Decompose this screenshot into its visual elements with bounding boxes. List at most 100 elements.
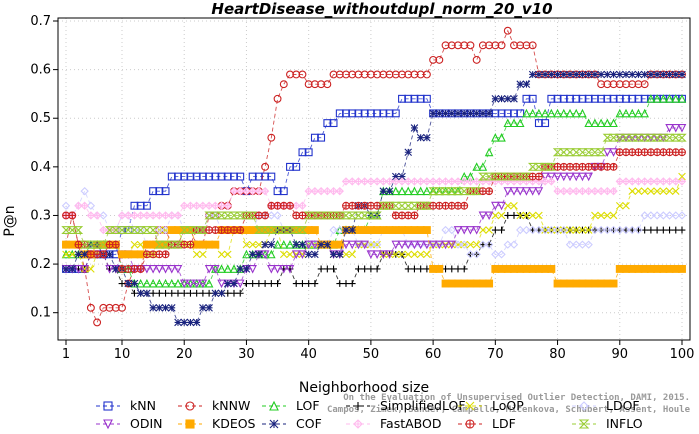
data-point: [578, 70, 587, 79]
data-point: [478, 240, 488, 249]
data-point: [292, 240, 301, 249]
data-point: [354, 240, 363, 250]
data-point: [460, 265, 468, 273]
data-point: [192, 172, 201, 181]
data-point: [628, 187, 637, 195]
data-point: [415, 201, 426, 210]
data-point: [479, 109, 487, 118]
data-point: [118, 280, 126, 287]
data-point: [373, 265, 381, 273]
data-point: [385, 109, 394, 118]
data-point: [453, 226, 463, 235]
plot-frame: [57, 17, 691, 341]
data-point: [584, 94, 593, 103]
data-point: [111, 265, 120, 273]
data-point: [199, 250, 207, 259]
data-point: [180, 318, 189, 327]
data-point: [509, 172, 519, 181]
data-point: [678, 148, 686, 157]
data-point: [298, 250, 307, 259]
x-tick-label: 100: [670, 347, 695, 362]
data-point: [491, 201, 500, 211]
data-point: [98, 240, 109, 249]
data-point: [267, 172, 276, 181]
data-point: [291, 226, 301, 234]
data-point: [615, 94, 624, 103]
data-point: [73, 226, 84, 234]
data-point: [640, 94, 649, 103]
data-point: [484, 240, 494, 249]
data-point: [286, 70, 294, 79]
data-point: [503, 26, 512, 35]
data-point: [671, 124, 681, 133]
data-point: [578, 94, 587, 103]
data-point: [129, 226, 140, 234]
data-point: [647, 70, 655, 79]
data-point: [621, 133, 631, 142]
data-point: [328, 211, 339, 220]
data-point: [584, 118, 593, 128]
data-point: [367, 265, 375, 273]
data-point: [553, 108, 562, 118]
data-point: [665, 94, 674, 103]
data-point: [491, 94, 500, 103]
data-point: [540, 172, 550, 182]
data-point: [198, 172, 207, 181]
data-point: [603, 211, 612, 220]
x-axis: 1 10 20 30 40 50 60 70 80 90 100: [62, 340, 695, 362]
data-point: [224, 289, 232, 297]
data-point: [86, 303, 95, 312]
data-point: [404, 148, 413, 157]
data-point: [429, 109, 437, 118]
data-point: [410, 211, 419, 220]
data-point: [510, 94, 518, 103]
data-point: [627, 133, 637, 142]
data-point: [310, 133, 319, 142]
data-point: [248, 240, 257, 249]
data-point: [540, 108, 550, 118]
data-point: [646, 211, 656, 220]
data-point: [460, 240, 469, 249]
data-point: [354, 109, 363, 118]
data-point: [609, 118, 618, 128]
data-point: [173, 264, 183, 274]
legend-item: LOF: [262, 398, 320, 413]
data-point: [441, 41, 450, 50]
data-point: [298, 201, 307, 210]
data-point: [298, 70, 307, 79]
legend: kNN kNNW LOF SimplifiedLOF LoOP LDOF ODIN KDEOS…: [96, 398, 643, 431]
data-point: [528, 41, 537, 50]
legend-item: ODIN: [96, 416, 163, 431]
data-point: [186, 318, 195, 327]
data-point: [522, 211, 531, 220]
data-point: [366, 211, 376, 220]
data-point: [609, 80, 618, 89]
data-point: [535, 70, 543, 79]
data-point: [447, 41, 456, 50]
data-point: [497, 94, 506, 103]
data-point: [236, 265, 245, 273]
data-point: [665, 211, 674, 220]
series-group: [61, 26, 687, 327]
data-point: [528, 70, 537, 79]
data-point: [609, 70, 618, 79]
data-point: [167, 278, 177, 288]
data-point: [639, 133, 650, 142]
data-point: [534, 162, 544, 171]
data-point: [497, 109, 506, 118]
series-line: [66, 229, 682, 284]
data-point: [223, 172, 232, 181]
data-point: [142, 201, 151, 210]
series-line: [66, 176, 683, 270]
data-point: [484, 147, 494, 157]
data-point: [497, 133, 506, 142]
data-point: [535, 211, 543, 220]
y-tick-label: 0.1: [30, 306, 51, 321]
data-point: [242, 240, 251, 249]
data-point: [317, 80, 326, 89]
data-point: [355, 265, 362, 273]
data-point: [99, 250, 108, 259]
data-point: [168, 289, 176, 297]
data-point: [273, 211, 282, 220]
data-point: [665, 124, 674, 133]
